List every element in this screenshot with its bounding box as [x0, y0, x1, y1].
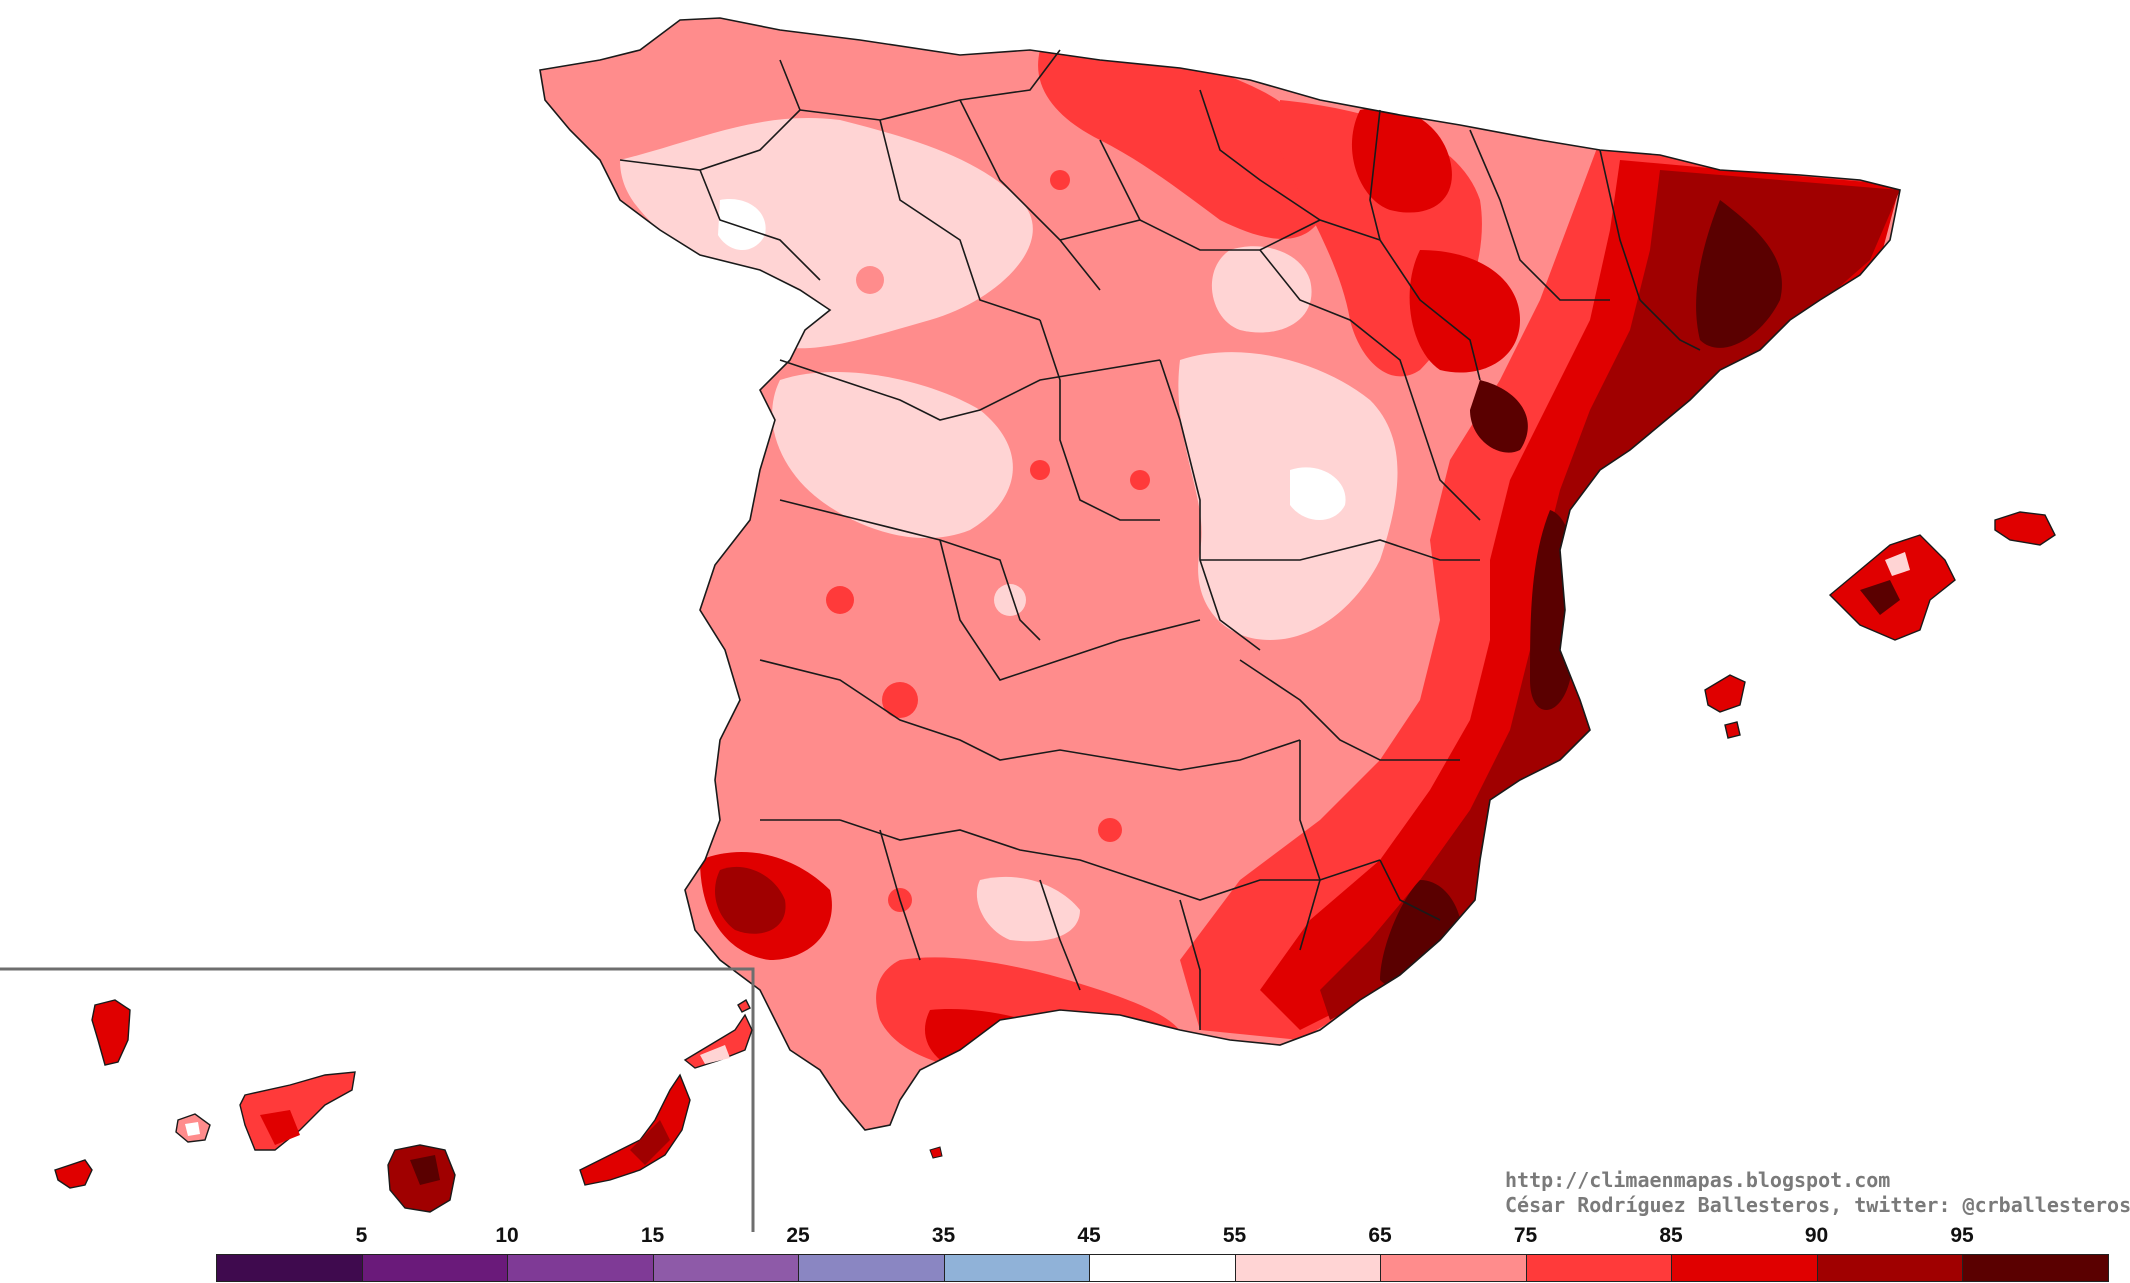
north-africa-enclaves: [929, 1146, 943, 1159]
canary-islands-inset: [0, 967, 755, 1232]
legend-swatch: [943, 1254, 1090, 1282]
credit-url[interactable]: http://climaenmapas.blogspot.com: [1505, 1168, 1891, 1192]
province-borders: [539, 17, 1901, 1131]
legend-swatch: [1962, 1254, 2109, 1282]
credit-author: César Rodríguez Ballesteros, twitter: @c…: [1505, 1193, 2130, 1217]
balearic-islands: [1704, 511, 2056, 739]
legend-swatch: [1089, 1254, 1236, 1282]
legend-label: 55: [1222, 1224, 1247, 1247]
legend-label: 35: [931, 1224, 956, 1247]
legend-label: 75: [1513, 1224, 1538, 1247]
legend-swatch: [1816, 1254, 1963, 1282]
legend-swatch: [1234, 1254, 1381, 1282]
legend-swatch: [1380, 1254, 1527, 1282]
legend-swatch: [507, 1254, 654, 1282]
legend-swatch: [1525, 1254, 1672, 1282]
legend-label: 25: [786, 1224, 810, 1247]
legend-label: 10: [495, 1224, 519, 1247]
legend-label: 85: [1659, 1224, 1683, 1247]
legend-swatch: [1671, 1254, 1818, 1282]
legend-label: 90: [1804, 1224, 1829, 1247]
legend-swatch: [216, 1254, 363, 1282]
legend-label: 95: [1950, 1224, 1974, 1247]
legend-label: 5: [355, 1224, 368, 1247]
legend-swatch: [798, 1254, 945, 1282]
legend-label: 15: [640, 1224, 665, 1247]
legend-label: 65: [1368, 1224, 1392, 1247]
legend-swatch: [361, 1254, 508, 1282]
mainland-spain: [539, 17, 1901, 1131]
legend-label: 45: [1077, 1224, 1101, 1247]
legend-swatch: [652, 1254, 799, 1282]
